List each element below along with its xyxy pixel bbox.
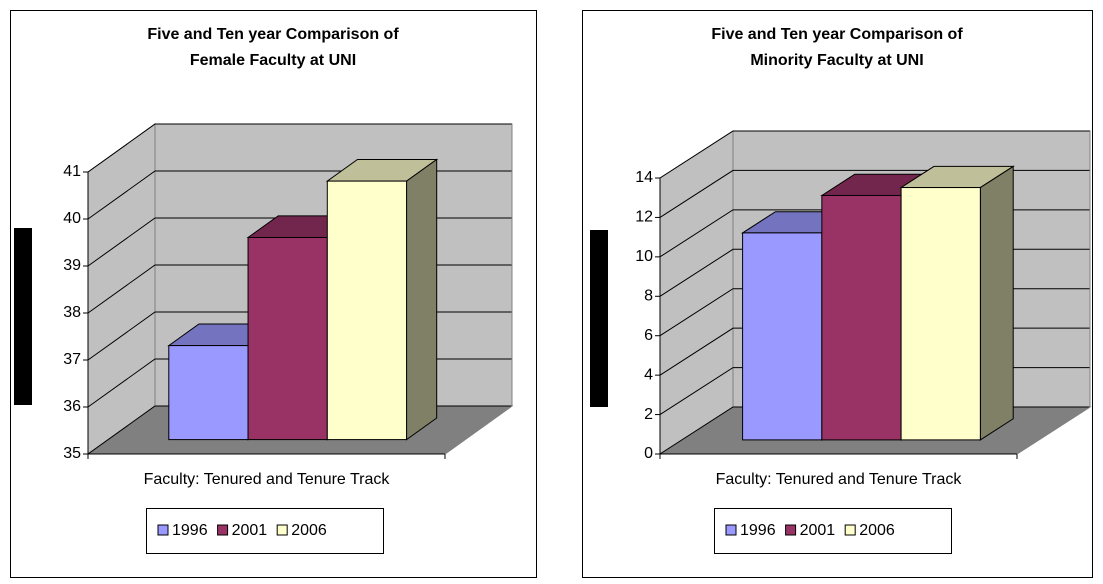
floor-edge — [444, 124, 513, 455]
legend-swatch — [157, 524, 169, 536]
legend-label: 2001 — [232, 522, 268, 539]
y-tick-label: 14 — [635, 169, 653, 186]
axis-title-redacted — [590, 230, 608, 407]
y-tick-label: 4 — [644, 366, 653, 383]
y-tick-label: 41 — [63, 163, 81, 180]
legend-label: 2001 — [800, 522, 836, 539]
y-tick-label: 8 — [644, 288, 653, 305]
y-tick-label: 37 — [63, 351, 81, 368]
y-tick-label: 35 — [63, 445, 81, 462]
y-tick-label: 0 — [644, 445, 653, 462]
y-tick-label: 39 — [63, 257, 81, 274]
legend-label: 1996 — [172, 522, 208, 539]
legend-label: 1996 — [740, 522, 776, 539]
legend-label: 2006 — [291, 522, 327, 539]
bar — [742, 232, 823, 441]
legend: 1996 2001 2006 — [146, 508, 384, 554]
legend-swatch — [725, 524, 737, 536]
legend-box — [714, 508, 952, 554]
floor-edge — [1016, 131, 1091, 455]
bar-side — [406, 158, 438, 441]
legend: 1996 2001 2006 — [714, 508, 952, 554]
y-tick-label: 6 — [644, 327, 653, 344]
y-tick-label: 12 — [635, 209, 653, 226]
legend-swatch — [276, 524, 288, 536]
legend-label: 2006 — [859, 522, 895, 539]
x-tick-label: Faculty: Tenured and Tenure Track — [716, 471, 963, 488]
bar-side — [979, 165, 1014, 441]
grid-line — [659, 130, 1090, 179]
side-wall — [659, 130, 734, 455]
y-tick-label: 36 — [63, 398, 81, 415]
x-tick-label: Faculty: Tenured and Tenure Track — [144, 471, 391, 488]
y-tick-label: 38 — [63, 304, 81, 321]
chart-title: Five and Ten year Comparison of Minority… — [711, 26, 963, 69]
axis-title-redacted — [14, 228, 32, 405]
bar — [247, 237, 328, 441]
chart-title: Five and Ten year Comparison of Female F… — [147, 26, 399, 69]
y-tick-label: 40 — [63, 210, 81, 227]
chart-title-box: Five and Ten year Comparison of Female F… — [147, 26, 399, 69]
bar — [326, 180, 408, 441]
bar — [821, 194, 902, 441]
grid-line — [87, 123, 512, 173]
legend-swatch — [217, 524, 229, 536]
y-tick-label: 2 — [644, 406, 653, 423]
legend-box — [146, 508, 384, 554]
bar — [168, 345, 249, 441]
bar — [900, 187, 981, 441]
y-tick-label: 10 — [635, 248, 653, 265]
chart-title-box: Five and Ten year Comparison of Minority… — [711, 26, 963, 69]
legend-swatch — [844, 524, 856, 536]
legend-swatch — [785, 524, 797, 536]
